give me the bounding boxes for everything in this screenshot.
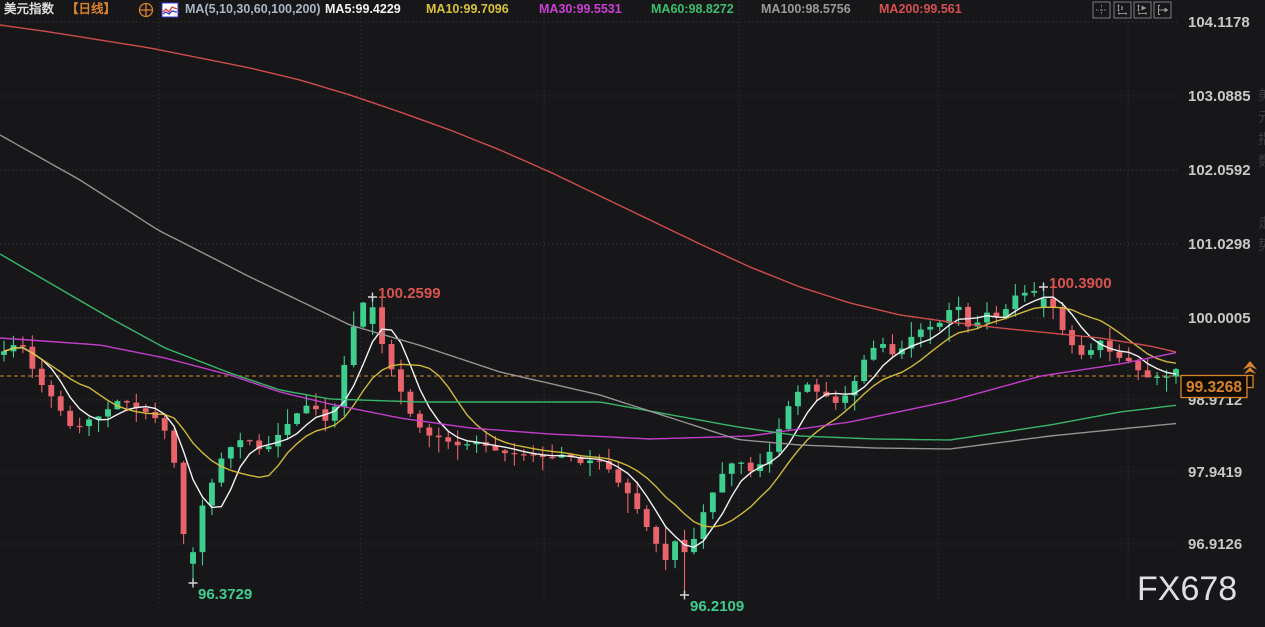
svg-text:103.0885: 103.0885	[1188, 88, 1251, 105]
svg-text:104.1178: 104.1178	[1188, 14, 1250, 31]
svg-text:99.3268: 99.3268	[1186, 379, 1242, 396]
svg-text:MA5:99.4229: MA5:99.4229	[325, 2, 401, 16]
svg-text:MA10:99.7096: MA10:99.7096	[426, 2, 509, 16]
svg-text:美元指数: 美元指数	[4, 1, 55, 16]
svg-text:MA100:98.5756: MA100:98.5756	[761, 2, 851, 16]
svg-text:数: 数	[1258, 153, 1265, 169]
svg-text:MA60:98.8272: MA60:98.8272	[651, 2, 734, 16]
svg-text:101.0298: 101.0298	[1188, 236, 1251, 253]
svg-text:100.3900: 100.3900	[1049, 275, 1112, 292]
svg-text:元: 元	[1258, 109, 1265, 125]
svg-text:MA30:99.5531: MA30:99.5531	[539, 2, 622, 16]
svg-text:FX678: FX678	[1137, 570, 1237, 608]
svg-text:100.2599: 100.2599	[378, 285, 441, 302]
svg-text:走: 走	[1258, 215, 1265, 231]
svg-text:102.0592: 102.0592	[1188, 162, 1251, 179]
svg-text:96.3729: 96.3729	[198, 586, 252, 603]
svg-text:100.0005: 100.0005	[1188, 310, 1251, 327]
svg-text:【日线】: 【日线】	[66, 1, 116, 16]
svg-text:97.9419: 97.9419	[1188, 464, 1242, 481]
svg-text:96.2109: 96.2109	[690, 598, 744, 615]
svg-text:美: 美	[1258, 87, 1265, 103]
svg-text:MA200:99.561: MA200:99.561	[879, 2, 962, 16]
svg-text:指: 指	[1258, 131, 1265, 147]
svg-text:势: 势	[1258, 237, 1265, 253]
svg-text:MA(5,10,30,60,100,200): MA(5,10,30,60,100,200)	[185, 2, 321, 16]
svg-text:96.9126: 96.9126	[1188, 536, 1242, 553]
